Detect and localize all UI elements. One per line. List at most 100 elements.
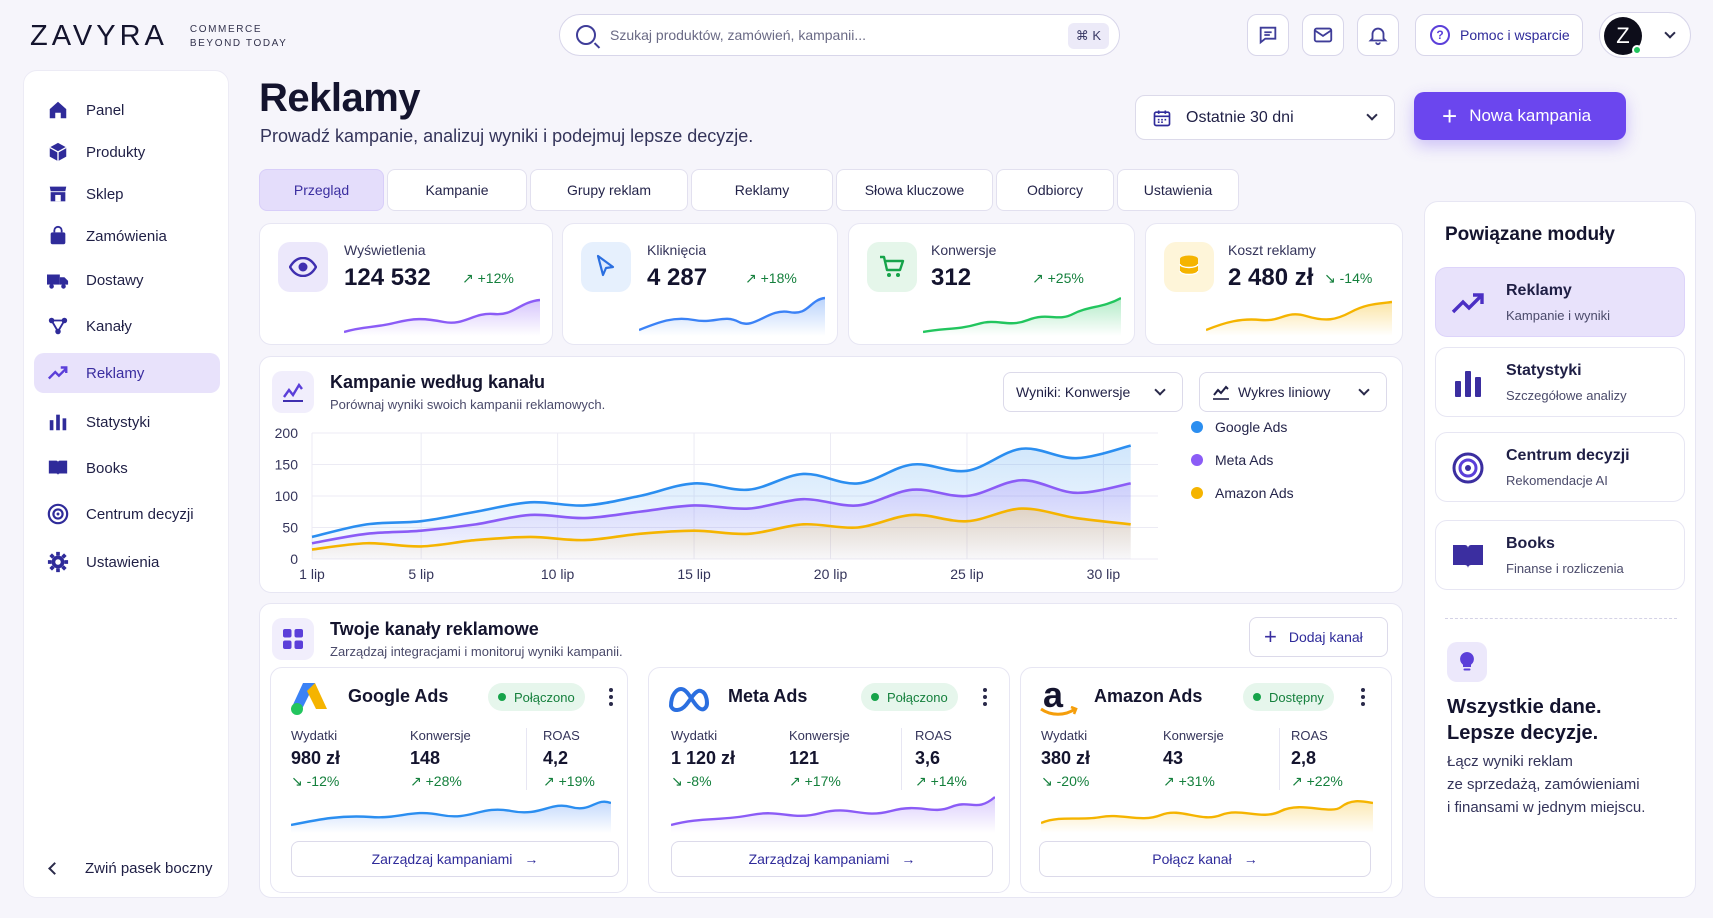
status-label: Połączono bbox=[887, 689, 948, 705]
legend-item-meta-ads[interactable]: Meta Ads bbox=[1191, 452, 1273, 468]
channel-card-google-ads[interactable]: Google Ads Połączono Wydatki 980 zł ↘ -1… bbox=[270, 667, 628, 893]
sidebar-item-label: Dostawy bbox=[86, 271, 144, 289]
add-channel-button[interactable]: + Dodaj kanał bbox=[1249, 617, 1388, 657]
more-options-icon[interactable] bbox=[1361, 688, 1365, 709]
legend-item-amazon-ads[interactable]: Amazon Ads bbox=[1191, 485, 1294, 501]
module-subtitle: Finanse i rozliczenia bbox=[1506, 561, 1624, 576]
sidebar-item-dostawy[interactable]: Dostawy bbox=[34, 260, 220, 300]
more-options-icon[interactable] bbox=[983, 688, 987, 709]
module-centrum-decyzji[interactable]: Centrum decyzji Rekomendacje AI bbox=[1435, 432, 1685, 502]
sidebar-item-sklep[interactable]: Sklep bbox=[34, 174, 220, 214]
sidebar-item-panel[interactable]: Panel bbox=[34, 90, 220, 130]
sidebar-item-label: Sklep bbox=[86, 185, 124, 203]
coins-icon bbox=[1164, 242, 1214, 292]
sidebar-item-produkty[interactable]: Produkty bbox=[34, 132, 220, 172]
metric-label: Konwersje bbox=[410, 728, 471, 743]
channel-name: Meta Ads bbox=[728, 686, 808, 706]
brand-logo[interactable]: ZAVYRA COMMERCE BEYOND TODAY bbox=[30, 20, 287, 53]
new-campaign-button[interactable]: + Nowa kampania bbox=[1414, 92, 1626, 140]
collapse-sidebar-button[interactable]: Zwiń pasek boczny bbox=[44, 860, 213, 877]
tab-slowa-kluczowe[interactable]: Słowa kluczowe bbox=[836, 169, 993, 211]
new-campaign-label: Nowa kampania bbox=[1469, 106, 1592, 125]
brand-tagline: COMMERCE BEYOND TODAY bbox=[190, 23, 288, 51]
x-tick-label: 1 lip bbox=[299, 566, 325, 582]
kpi-card-impressions[interactable]: Wyświetlenia 124 532 ↗ +12% bbox=[259, 223, 553, 345]
arrow-right-icon: → bbox=[1243, 851, 1258, 867]
sidebar-item-zamowienia[interactable]: Zamówienia bbox=[34, 216, 220, 256]
add-channel-label: Dodaj kanał bbox=[1288, 629, 1363, 645]
promo-headline-line-2: Lepsze decyzje. bbox=[1447, 722, 1599, 744]
channel-sparkline bbox=[1041, 800, 1373, 833]
tab-przeglad[interactable]: Przegląd bbox=[259, 169, 384, 211]
home-icon bbox=[46, 98, 70, 122]
tab-grupy-reklam[interactable]: Grupy reklam bbox=[530, 169, 688, 211]
kpi-sparkline bbox=[1206, 300, 1392, 336]
module-name: Books bbox=[1506, 535, 1555, 552]
metric-change: ↘ -12% bbox=[291, 773, 340, 789]
channels-panel-subtitle: Zarządzaj integracjami i monitoruj wynik… bbox=[330, 644, 623, 659]
online-status-dot bbox=[1632, 45, 1642, 55]
promo-headline-line-1: Wszystkie dane. bbox=[1447, 696, 1602, 718]
tab-ustawienia[interactable]: Ustawienia bbox=[1117, 169, 1239, 211]
connect-channel-button[interactable]: Połącz kanał → bbox=[1039, 841, 1371, 877]
tab-reklamy[interactable]: Reklamy bbox=[691, 169, 833, 211]
sidebar-item-reklamy[interactable]: Reklamy bbox=[34, 353, 220, 393]
legend-item-google-ads[interactable]: Google Ads bbox=[1191, 419, 1287, 435]
channel-card-amazon-ads[interactable]: a Amazon Ads Dostępny Wydatki 380 zł ↘ -… bbox=[1020, 667, 1392, 893]
notifications-button[interactable] bbox=[1357, 14, 1399, 56]
related-modules-title: Powiązane moduły bbox=[1445, 224, 1615, 245]
sidebar-item-kanaly[interactable]: Kanały bbox=[34, 306, 220, 346]
date-range-select[interactable]: Ostatnie 30 dni bbox=[1135, 95, 1395, 140]
sidebar-item-label: Produkty bbox=[86, 143, 146, 161]
sidebar-item-label: Ustawienia bbox=[86, 553, 160, 571]
target-icon bbox=[46, 502, 70, 526]
chart-type-select[interactable]: Wykres liniowy bbox=[1199, 372, 1387, 412]
chart-type-select-value: Wykres liniowy bbox=[1238, 384, 1331, 400]
kpi-value: 124 532 bbox=[344, 264, 431, 291]
messages-button[interactable] bbox=[1247, 14, 1289, 56]
sidebar-item-label: Statystyki bbox=[86, 413, 151, 431]
sidebar-item-centrum-decyzji[interactable]: Centrum decyzji bbox=[34, 494, 220, 534]
google-ads-logo-icon bbox=[291, 683, 327, 715]
module-reklamy[interactable]: Reklamy Kampanie i wyniki bbox=[1435, 267, 1685, 337]
mail-button[interactable] bbox=[1302, 14, 1344, 56]
metric-select[interactable]: Wyniki: Konwersje bbox=[1003, 372, 1183, 412]
divider bbox=[1445, 618, 1677, 619]
button-label: Zarządzaj kampaniami bbox=[371, 851, 513, 867]
question-icon: ? bbox=[1430, 25, 1450, 45]
kpi-card-ad-cost[interactable]: Koszt reklamy 2 480 zł ↘ -14% bbox=[1145, 223, 1403, 345]
module-books[interactable]: Books Finanse i rozliczenia bbox=[1435, 520, 1685, 590]
trend-icon bbox=[1450, 285, 1486, 321]
tab-kampanie[interactable]: Kampanie bbox=[387, 169, 527, 211]
chevron-down-icon bbox=[1358, 384, 1370, 396]
chart-panel-title: Kampanie według kanału bbox=[330, 372, 546, 392]
tab-odbiorcy[interactable]: Odbiorcy bbox=[996, 169, 1114, 211]
kpi-card-conversions[interactable]: Konwersje 312 ↗ +25% bbox=[848, 223, 1135, 345]
sidebar-item-ustawienia[interactable]: Ustawienia bbox=[34, 542, 220, 582]
metric-label: Wydatki bbox=[1041, 728, 1088, 743]
module-statystyki[interactable]: Statystyki Szczegółowe analizy bbox=[1435, 347, 1685, 417]
search-input[interactable] bbox=[610, 27, 1050, 43]
x-tick-label: 5 lip bbox=[408, 566, 434, 582]
metric-select-value: Wyniki: Konwersje bbox=[1016, 384, 1131, 400]
search-bar[interactable]: ⌘ K bbox=[559, 14, 1120, 56]
tab-label: Odbiorcy bbox=[1026, 182, 1084, 198]
kpi-card-clicks[interactable]: Kliknięcia 4 287 ↗ +18% bbox=[562, 223, 838, 345]
metric-change: ↘ -20% bbox=[1041, 773, 1090, 789]
tab-label: Ustawienia bbox=[1143, 182, 1213, 198]
legend-dot bbox=[1191, 454, 1203, 466]
manage-campaigns-button[interactable]: Zarządzaj kampaniami → bbox=[671, 841, 993, 877]
series-line bbox=[311, 478, 1131, 545]
sidebar-item-label: Kanały bbox=[86, 317, 132, 335]
profile-menu[interactable]: Z bbox=[1599, 12, 1691, 58]
help-button[interactable]: ? Pomoc i wsparcie bbox=[1415, 14, 1583, 56]
sidebar-item-books[interactable]: Books bbox=[34, 448, 220, 488]
status-dot bbox=[871, 693, 879, 701]
sidebar-item-statystyki[interactable]: Statystyki bbox=[34, 402, 220, 442]
module-name: Centrum decyzji bbox=[1506, 447, 1630, 464]
module-name: Statystyki bbox=[1506, 362, 1582, 379]
legend-label: Meta Ads bbox=[1215, 452, 1274, 468]
manage-campaigns-button[interactable]: Zarządzaj kampaniami → bbox=[291, 841, 619, 877]
channel-card-meta-ads[interactable]: Meta Ads Połączono Wydatki 1 120 zł ↘ -8… bbox=[648, 667, 1010, 893]
more-options-icon[interactable] bbox=[609, 688, 613, 709]
